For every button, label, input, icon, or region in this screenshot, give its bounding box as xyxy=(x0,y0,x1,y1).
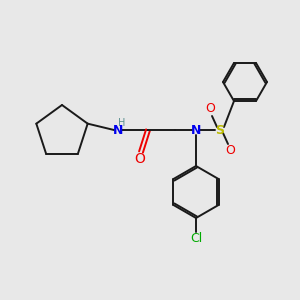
Text: N: N xyxy=(191,124,201,136)
Text: O: O xyxy=(135,152,146,166)
Text: Cl: Cl xyxy=(190,232,202,244)
Text: N: N xyxy=(113,124,123,136)
Text: H: H xyxy=(118,118,126,128)
Text: S: S xyxy=(215,124,224,136)
Text: O: O xyxy=(205,103,215,116)
Text: O: O xyxy=(225,145,235,158)
